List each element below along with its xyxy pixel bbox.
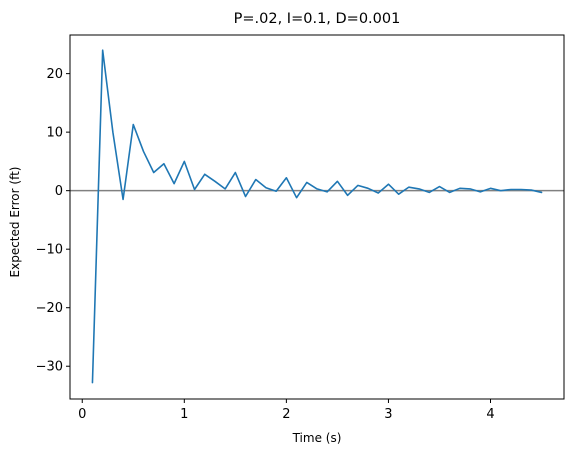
x-axis-label: Time (s)	[292, 431, 342, 445]
y-tick-label: −20	[36, 301, 63, 316]
y-tick-label: 0	[55, 184, 63, 199]
y-ticks: −30 −20 −10 0 10 20	[36, 67, 70, 375]
y-axis-label-group: Expected Error (ft)	[8, 167, 22, 278]
x-ticks: 0 1 2 3 4	[78, 399, 495, 422]
y-tick-label: −30	[36, 360, 63, 375]
plot-area-frame	[69, 34, 565, 400]
x-tick-label: 3	[384, 407, 392, 422]
y-axis-label: Expected Error (ft)	[8, 167, 22, 278]
y-tick-label: −10	[36, 243, 63, 258]
chart-title: P=.02, I=0.1, D=0.001	[234, 11, 401, 27]
x-tick-label: 0	[78, 407, 86, 422]
series-line-0	[91, 49, 543, 384]
x-tick-label: 1	[180, 407, 188, 422]
series-points-0	[92, 50, 541, 382]
x-tick-label: 4	[486, 407, 494, 422]
x-tick-label: 2	[282, 407, 290, 422]
x-axis-label-group: Time (s)	[292, 431, 342, 445]
y-tick-label: 20	[46, 67, 63, 82]
series-layer	[91, 49, 543, 384]
y-tick-label: 10	[46, 126, 63, 141]
